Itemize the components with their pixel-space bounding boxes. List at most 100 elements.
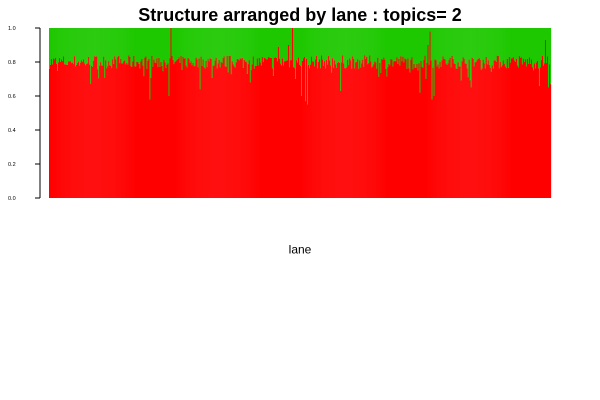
bar-green-15 xyxy=(64,28,66,65)
bar-red-220 xyxy=(269,57,272,199)
bar-green-244 xyxy=(293,28,296,69)
bar-red-353 xyxy=(403,62,405,199)
bar-green-118 xyxy=(167,28,169,64)
bar-red-296 xyxy=(346,67,348,198)
bar-green-36 xyxy=(85,28,87,66)
bar-green-327 xyxy=(377,28,379,58)
bar-green-216 xyxy=(265,28,268,60)
y-tick-label-0: 0.0 xyxy=(8,196,16,202)
bar-green-50 xyxy=(99,28,101,66)
bar-red-417 xyxy=(467,77,469,198)
bar-red-369 xyxy=(419,92,421,198)
bar-green-254 xyxy=(304,28,306,58)
bar-green-381 xyxy=(431,28,433,100)
bar-green-362 xyxy=(412,28,414,70)
bar-green-89 xyxy=(138,28,140,64)
bar-red-473 xyxy=(523,61,526,199)
bar-green-306 xyxy=(356,28,358,62)
bar-green-308 xyxy=(358,28,360,69)
bar-green-445 xyxy=(495,28,497,62)
bar-green-390 xyxy=(440,28,442,67)
bar-green-143 xyxy=(192,28,194,63)
bar-green-459 xyxy=(509,28,511,63)
bar-red-497 xyxy=(547,87,550,198)
bar-green-473 xyxy=(523,28,526,62)
bar-red-14 xyxy=(63,56,65,199)
bar-red-392 xyxy=(442,56,444,198)
bar-red-154 xyxy=(203,67,205,198)
bar-red-71 xyxy=(120,58,122,199)
bar-green-120 xyxy=(169,28,171,59)
bar-red-396 xyxy=(446,65,448,199)
bar-green-291 xyxy=(341,28,343,63)
bar-green-181 xyxy=(230,28,232,75)
bar-green-82 xyxy=(131,28,133,67)
bar-green-32 xyxy=(81,28,83,61)
bar-green-403 xyxy=(453,28,455,64)
bar-red-114 xyxy=(163,60,165,198)
bar-green-407 xyxy=(457,28,459,63)
bar-red-134 xyxy=(183,58,185,199)
bar-green-141 xyxy=(190,28,192,62)
bar-red-492 xyxy=(542,65,545,199)
bar-green-224 xyxy=(273,28,276,58)
bar-red-376 xyxy=(426,63,428,198)
bar-green-429 xyxy=(479,28,481,60)
bar-red-341 xyxy=(391,59,393,198)
bar-red-9 xyxy=(58,62,60,199)
bar-red-249 xyxy=(298,64,301,198)
bar-green-397 xyxy=(447,28,449,64)
bar-red-420 xyxy=(470,87,472,198)
bar-green-293 xyxy=(343,28,345,64)
bar-green-156 xyxy=(205,28,207,61)
bar-red-25 xyxy=(74,56,76,198)
bar-red-373 xyxy=(423,59,425,199)
bar-red-439 xyxy=(489,67,491,199)
bar-green-24 xyxy=(73,28,75,65)
bar-red-31 xyxy=(80,62,82,199)
bar-red-240 xyxy=(289,60,292,198)
bar-green-238 xyxy=(287,28,290,45)
bar-red-312 xyxy=(362,59,364,198)
bar-green-93 xyxy=(142,28,144,66)
bar-red-384 xyxy=(434,59,436,198)
bar-green-47 xyxy=(96,28,98,57)
bar-red-326 xyxy=(376,68,378,198)
bar-red-225 xyxy=(274,57,277,199)
bar-green-395 xyxy=(445,28,447,64)
bar-green-78 xyxy=(127,28,129,65)
bar-red-195 xyxy=(244,61,246,199)
bar-green-337 xyxy=(387,28,389,68)
bar-red-226 xyxy=(275,57,278,198)
bar-red-408 xyxy=(458,66,460,198)
bar-red-387 xyxy=(437,64,439,198)
bar-red-47 xyxy=(96,56,98,199)
bar-red-216 xyxy=(265,59,268,199)
bar-red-242 xyxy=(291,28,294,198)
bar-green-239 xyxy=(288,28,291,68)
bar-green-135 xyxy=(184,28,186,59)
bar-green-493 xyxy=(543,28,546,64)
bar-red-106 xyxy=(155,63,157,198)
bar-green-467 xyxy=(517,28,520,68)
bar-green-60 xyxy=(109,28,111,66)
bar-red-316 xyxy=(366,56,368,198)
bar-green-28 xyxy=(77,28,79,64)
bar-green-338 xyxy=(388,28,390,64)
bar-green-95 xyxy=(144,28,146,58)
bar-red-177 xyxy=(226,55,228,199)
bar-red-477 xyxy=(527,63,530,198)
bar-green-494 xyxy=(544,28,547,40)
bar-red-180 xyxy=(229,55,231,198)
bar-green-313 xyxy=(363,28,365,67)
bar-green-197 xyxy=(246,28,248,74)
bar-green-427 xyxy=(477,28,479,59)
bar-green-52 xyxy=(101,28,103,66)
bar-red-151 xyxy=(200,56,202,198)
bar-green-435 xyxy=(485,28,487,57)
y-tick-label-2: 0.4 xyxy=(8,128,16,134)
bar-red-193 xyxy=(242,67,244,198)
bar-red-207 xyxy=(256,58,258,198)
bar-red-129 xyxy=(178,57,180,198)
bar-green-175 xyxy=(224,28,226,67)
